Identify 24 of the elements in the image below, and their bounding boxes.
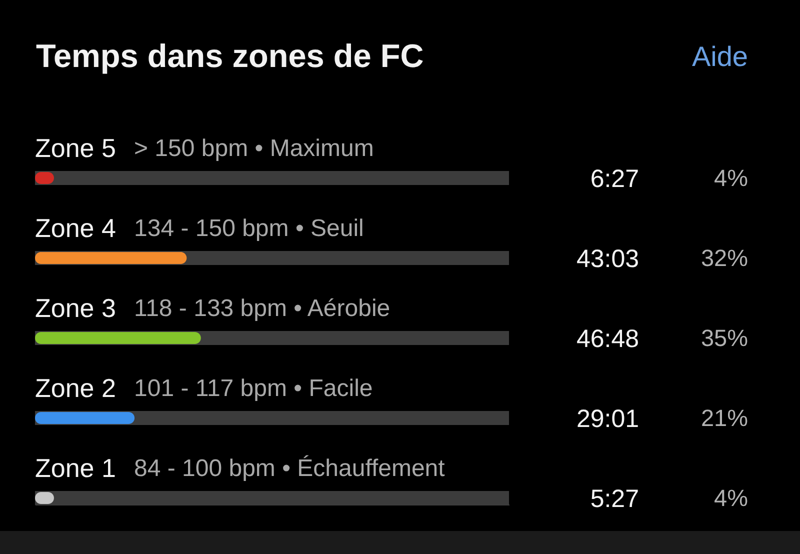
y-tick-label: Zone 5 <box>35 133 116 163</box>
annotation: 84 - 100 bpm • Échauffement <box>134 455 446 482</box>
annotation: 134 - 150 bpm • Seuil <box>134 215 364 242</box>
y-tick-label: Zone 3 <box>35 293 116 323</box>
bar <box>35 252 187 264</box>
data-label: 35% <box>700 325 748 351</box>
text: 6:27 <box>590 165 639 193</box>
bar <box>35 412 135 424</box>
text: 5:27 <box>590 485 639 513</box>
text: 46:48 <box>576 325 639 353</box>
text: 43:03 <box>576 245 639 273</box>
annotation: 118 - 133 bpm • Aérobie <box>134 295 390 322</box>
chart-title: Temps dans zones de FC <box>36 38 424 74</box>
y-tick-label: Zone 1 <box>35 453 116 483</box>
y-tick-label: Zone 2 <box>35 373 116 403</box>
annotation: > 150 bpm • Maximum <box>134 135 374 162</box>
data-label: 21% <box>700 405 748 431</box>
data-label: 4% <box>714 485 748 511</box>
annotation: 101 - 117 bpm • Facile <box>134 375 373 402</box>
text: 29:01 <box>576 405 639 433</box>
data-label: 4% <box>714 165 748 191</box>
data-label: 32% <box>700 245 748 271</box>
y-tick-label: Zone 4 <box>35 213 116 243</box>
text: Aide <box>692 41 748 72</box>
